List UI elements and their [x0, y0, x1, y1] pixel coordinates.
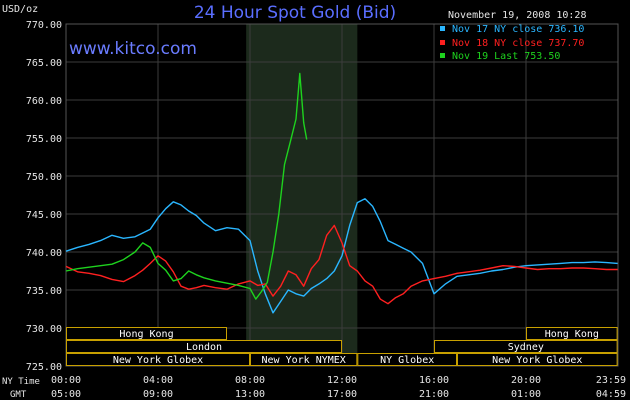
x-tick-label: 23:59 [596, 375, 626, 386]
session-box [250, 353, 358, 366]
session-bar: Hong Kong [526, 327, 618, 340]
y-axis-unit-label: USD/oz [2, 4, 38, 15]
y-tick-label: 770.00 [26, 20, 62, 31]
session-box [357, 353, 458, 366]
y-tick-label: 760.00 [26, 96, 62, 107]
y-tick-label: 750.00 [26, 172, 62, 183]
session-label: Sydney [508, 342, 544, 353]
x-tick-label: 20:00 [511, 375, 541, 386]
session-label: NY Globex [380, 355, 434, 366]
y-tick-label: 745.00 [26, 210, 62, 221]
highlight-window [246, 24, 358, 366]
session-bar: Hong Kong [66, 327, 227, 340]
x-axis-row-label-gmt: GMT [10, 390, 27, 400]
x-tick-label: 17:00 [327, 389, 357, 400]
x-tick-label: 05:00 [51, 389, 81, 400]
session-label: New York Globex [492, 355, 582, 366]
y-tick-label: 730.00 [26, 324, 62, 335]
legend-swatch-nov19 [440, 53, 445, 58]
legend-entry-nov17: Nov 17 NY close 736.10 [452, 24, 584, 35]
x-tick-label: 12:00 [327, 375, 357, 386]
session-bar: New York NYMEX [250, 353, 358, 366]
session-bar: Sydney [434, 340, 618, 353]
x-tick-label: 13:00 [235, 389, 265, 400]
session-box [66, 340, 342, 353]
session-box [66, 353, 250, 366]
x-tick-label: 21:00 [419, 389, 449, 400]
session-bar: NY Globex [357, 353, 458, 366]
x-axis-row-label-ny: NY Time [2, 377, 40, 387]
x-tick-label: 08:00 [235, 375, 265, 386]
legend-swatch-nov18 [440, 40, 445, 45]
x-tick-label: 16:00 [419, 375, 449, 386]
chart-title: 24 Hour Spot Gold (Bid) [194, 3, 396, 23]
session-box [66, 327, 227, 340]
session-label: Hong Kong [545, 329, 599, 340]
session-label: Hong Kong [119, 329, 173, 340]
series-line-2 [65, 72, 308, 300]
series-line-1 [65, 224, 618, 305]
y-tick-label: 755.00 [26, 134, 62, 145]
session-bar: London [66, 340, 342, 353]
x-tick-label: 04:00 [143, 375, 173, 386]
session-bar: New York Globex [457, 353, 618, 366]
x-tick-label: 04:59 [596, 389, 626, 400]
x-tick-label: 09:00 [143, 389, 173, 400]
legend: Nov 17 NY close 736.10 Nov 18 NY close 7… [440, 24, 584, 62]
session-label: New York Globex [113, 355, 203, 366]
legend-entry-nov18: Nov 18 NY close 737.70 [452, 38, 584, 49]
legend-entry-nov19: Nov 19 Last 753.50 [452, 51, 560, 62]
session-bar: New York Globex [66, 353, 250, 366]
session-box [526, 327, 618, 340]
y-tick-label: 740.00 [26, 248, 62, 259]
x-tick-label: 01:00 [511, 389, 541, 400]
series-line-0 [65, 198, 618, 314]
y-tick-label: 725.00 [26, 362, 62, 373]
source-watermark: www.kitco.com [69, 39, 197, 59]
y-tick-label: 765.00 [26, 58, 62, 69]
session-box [434, 340, 618, 353]
session-label: London [186, 342, 222, 353]
y-tick-label: 735.00 [26, 286, 62, 297]
x-tick-label: 00:00 [51, 375, 81, 386]
session-box [457, 353, 618, 366]
timestamp: November 19, 2008 10:28 [448, 10, 586, 21]
session-label: New York NYMEX [262, 355, 346, 366]
legend-swatch-nov17 [440, 26, 445, 31]
